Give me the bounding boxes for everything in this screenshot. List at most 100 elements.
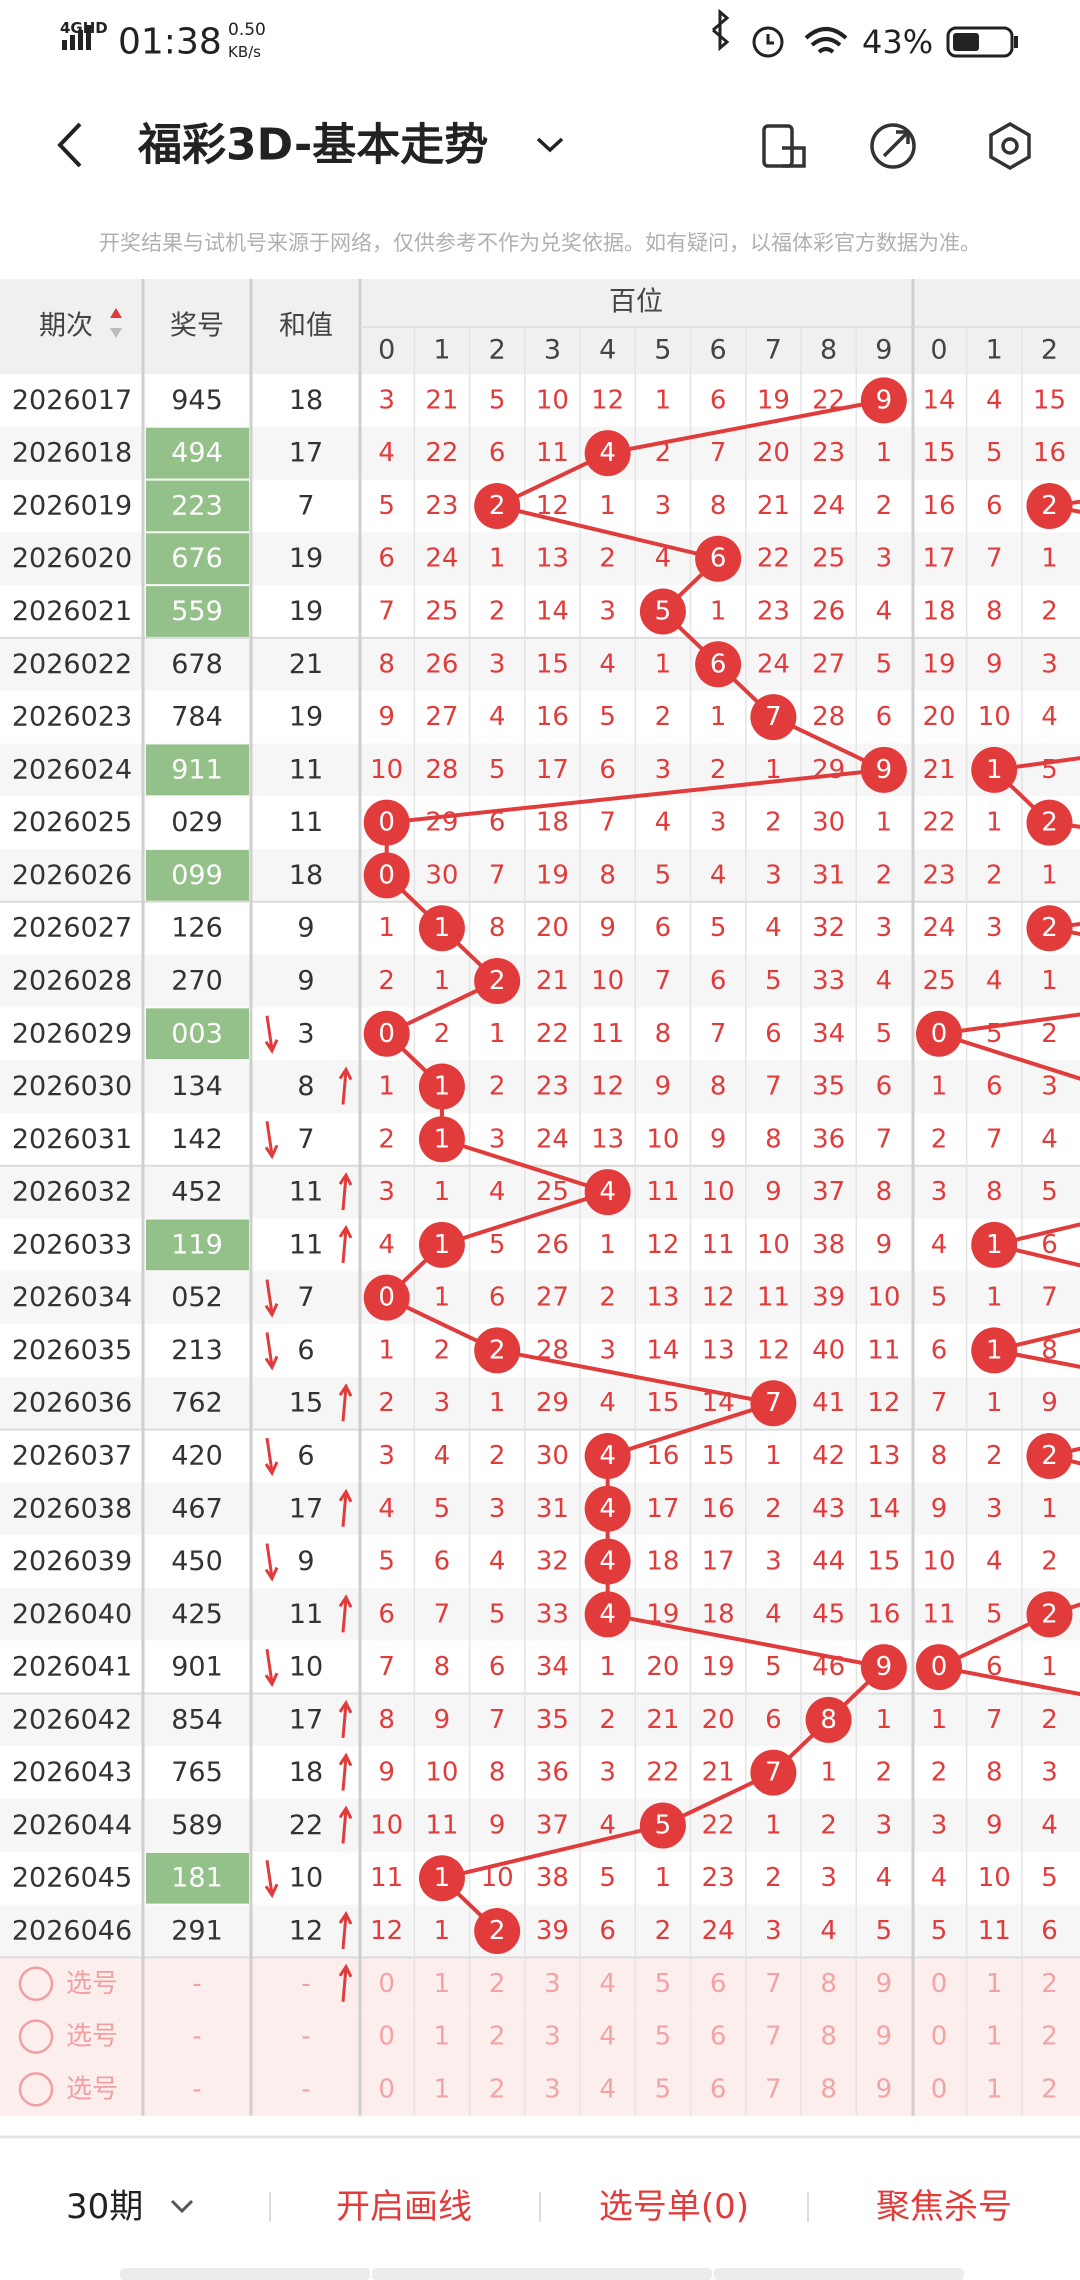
pick-digit[interactable]: 0 bbox=[931, 1969, 948, 1999]
pick-digit[interactable]: 6 bbox=[710, 1969, 727, 1999]
sort-up[interactable] bbox=[110, 308, 122, 318]
pick-digit[interactable]: 1 bbox=[986, 2074, 1003, 2104]
pick-digit[interactable]: 2 bbox=[489, 2074, 506, 2104]
tens-trend-line bbox=[932, 499, 1080, 1697]
pick-digit[interactable]: 5 bbox=[655, 2022, 672, 2052]
share-device-icon[interactable] bbox=[762, 124, 794, 168]
miss-count: 37 bbox=[812, 1177, 845, 1207]
period: 2026017 bbox=[12, 385, 132, 416]
focus-kill-button[interactable]: 聚焦杀号 bbox=[876, 2187, 1012, 2227]
pick-digit[interactable]: 0 bbox=[931, 2022, 948, 2052]
pick-digit[interactable]: 1 bbox=[434, 1969, 451, 1999]
pick-digit[interactable]: 6 bbox=[710, 2022, 727, 2052]
period: 2026029 bbox=[12, 1018, 132, 1049]
pick-digit[interactable]: 4 bbox=[599, 2022, 616, 2052]
pick-checkbox[interactable] bbox=[18, 2019, 54, 2054]
pick-digit[interactable]: 7 bbox=[765, 2022, 782, 2052]
settings-icon[interactable] bbox=[989, 121, 1031, 171]
back-button[interactable] bbox=[57, 122, 82, 168]
row-background bbox=[0, 1429, 1080, 1483]
pick-digit[interactable]: 1 bbox=[434, 2074, 451, 2104]
miss-count: 6 bbox=[765, 1019, 782, 1049]
miss-count: 21 bbox=[425, 385, 458, 415]
sum-value: 11 bbox=[289, 1229, 323, 1260]
pick-digit[interactable]: 5 bbox=[655, 2074, 672, 2104]
pick-digit[interactable]: 8 bbox=[820, 2074, 837, 2104]
trend-down-arrow bbox=[264, 1015, 279, 1054]
pick-digit[interactable]: 2 bbox=[489, 1969, 506, 1999]
hit-ball bbox=[584, 430, 631, 477]
pick-checkbox[interactable] bbox=[18, 2072, 54, 2107]
period-header[interactable]: 期次 bbox=[39, 311, 93, 342]
trend-icon-arrow bbox=[882, 130, 910, 158]
pick-digit[interactable]: 0 bbox=[931, 2074, 948, 2104]
miss-count: 1 bbox=[599, 1230, 616, 1260]
pick-label[interactable]: 选号 bbox=[66, 1969, 118, 1999]
pick-digit[interactable]: 1 bbox=[986, 1969, 1003, 1999]
trend-icon[interactable] bbox=[870, 123, 916, 169]
title-dropdown[interactable] bbox=[536, 137, 564, 153]
pick-digit[interactable]: 9 bbox=[876, 1969, 893, 1999]
miss-count: 4 bbox=[489, 1177, 506, 1207]
pick-digit[interactable]: 2 bbox=[1041, 1969, 1058, 1999]
pick-digit[interactable]: 7 bbox=[765, 1969, 782, 1999]
hit-ball bbox=[474, 1327, 521, 1374]
miss-count: 2 bbox=[655, 702, 672, 732]
page-title[interactable]: 福彩3D-基本走势 bbox=[137, 120, 488, 171]
pick-digit[interactable]: 2 bbox=[489, 2022, 506, 2052]
miss-count: 11 bbox=[591, 1019, 624, 1049]
pick-digit[interactable]: 0 bbox=[378, 2022, 395, 2052]
sum-value: 19 bbox=[289, 702, 323, 733]
pick-digit[interactable]: 1 bbox=[434, 2022, 451, 2052]
miss-count: 15 bbox=[646, 1388, 679, 1418]
pick-digit[interactable]: 2 bbox=[1041, 2074, 1058, 2104]
pick-digit[interactable]: 1 bbox=[986, 2022, 1003, 2052]
signal-bar bbox=[62, 40, 67, 50]
pick-digit[interactable]: 9 bbox=[876, 2022, 893, 2052]
pick-list-button[interactable]: 选号单(0) bbox=[599, 2187, 749, 2227]
draw-lines-button[interactable]: 开启画线 bbox=[336, 2187, 472, 2227]
miss-count: 8 bbox=[655, 1019, 672, 1049]
pick-digit[interactable]: 4 bbox=[599, 2074, 616, 2104]
miss-count: 37 bbox=[536, 1810, 569, 1840]
miss-count: 5 bbox=[1041, 755, 1058, 785]
pick-digit[interactable]: 6 bbox=[710, 2074, 727, 2104]
sum-value: 18 bbox=[289, 1757, 323, 1788]
pick-digit[interactable]: 8 bbox=[820, 2022, 837, 2052]
pick-checkbox[interactable] bbox=[18, 1966, 54, 2002]
pick-digit[interactable]: 3 bbox=[544, 1969, 561, 1999]
miss-count: 40 bbox=[812, 1335, 845, 1365]
miss-count: 1 bbox=[986, 1388, 1003, 1418]
miss-count: 34 bbox=[812, 1019, 845, 1049]
miss-count: 10 bbox=[425, 1758, 458, 1788]
period-selector[interactable]: 30期 bbox=[66, 2187, 143, 2227]
miss-count: 2 bbox=[820, 1810, 837, 1840]
row-background bbox=[0, 1535, 1080, 1588]
miss-count: 7 bbox=[710, 438, 727, 468]
pick-sum: - bbox=[301, 1969, 310, 1999]
pick-digit[interactable]: 3 bbox=[544, 2022, 561, 2052]
miss-count: 1 bbox=[820, 1758, 837, 1788]
pick-digit[interactable]: 0 bbox=[378, 2074, 395, 2104]
period: 2026045 bbox=[12, 1863, 132, 1894]
pick-digit[interactable]: 2 bbox=[1041, 2022, 1058, 2052]
pick-label[interactable]: 选号 bbox=[66, 2022, 118, 2052]
sort-down[interactable] bbox=[110, 328, 122, 338]
period-dropdown[interactable] bbox=[170, 2199, 194, 2214]
period: 2026027 bbox=[12, 913, 132, 944]
hit-ball bbox=[695, 535, 742, 582]
pick-digit[interactable]: 8 bbox=[820, 1969, 837, 1999]
pick-digit[interactable]: 3 bbox=[544, 2074, 561, 2104]
miss-count: 8 bbox=[378, 649, 395, 679]
miss-count: 4 bbox=[986, 966, 1003, 996]
pick-label[interactable]: 选号 bbox=[66, 2074, 118, 2104]
pick-digit[interactable]: 9 bbox=[876, 2074, 893, 2104]
pick-digit[interactable]: 4 bbox=[599, 1969, 616, 1999]
pick-digit[interactable]: 5 bbox=[655, 1969, 672, 1999]
pick-digit[interactable]: 7 bbox=[765, 2074, 782, 2104]
pick-digit[interactable]: 0 bbox=[378, 1969, 395, 1999]
miss-count: 6 bbox=[986, 1072, 1003, 1102]
trend-up-arrow bbox=[338, 1224, 353, 1264]
miss-count: 21 bbox=[922, 755, 955, 785]
digit-header: 1 bbox=[433, 335, 450, 366]
